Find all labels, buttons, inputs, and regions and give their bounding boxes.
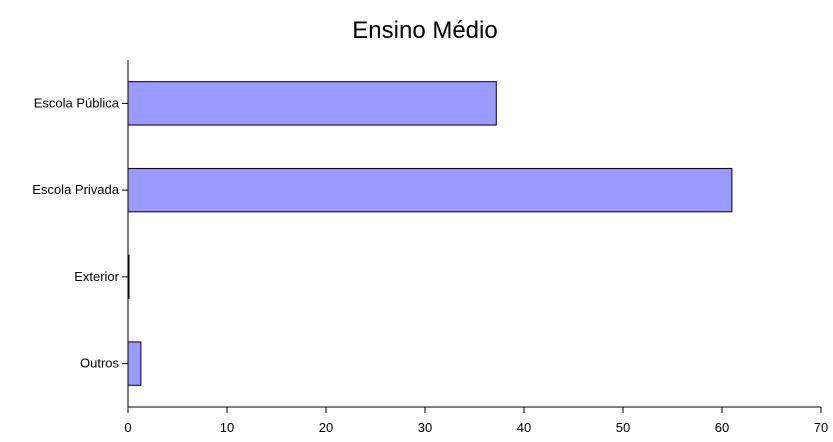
x-tick-label: 50 <box>616 420 630 435</box>
x-tick-label: 30 <box>418 420 432 435</box>
x-tick-label: 60 <box>715 420 729 435</box>
category-label: Escola Privada <box>32 182 119 197</box>
category-label: Escola Pública <box>34 95 120 110</box>
x-tick-label: 0 <box>124 420 131 435</box>
bar <box>127 81 497 126</box>
x-tick-label: 20 <box>319 420 333 435</box>
x-tick-label: 10 <box>220 420 234 435</box>
bar <box>127 254 130 300</box>
bar <box>127 167 733 213</box>
x-tick-label: 70 <box>814 420 828 435</box>
plot-area: Escola Pública Escola Privada Exterior Outr… <box>32 60 828 435</box>
category-label: Exterior <box>74 269 119 284</box>
chart-title: Ensino Médio <box>352 17 497 44</box>
x-tick-label: 40 <box>517 420 531 435</box>
category-label: Outros <box>80 356 120 371</box>
bar <box>127 341 142 386</box>
